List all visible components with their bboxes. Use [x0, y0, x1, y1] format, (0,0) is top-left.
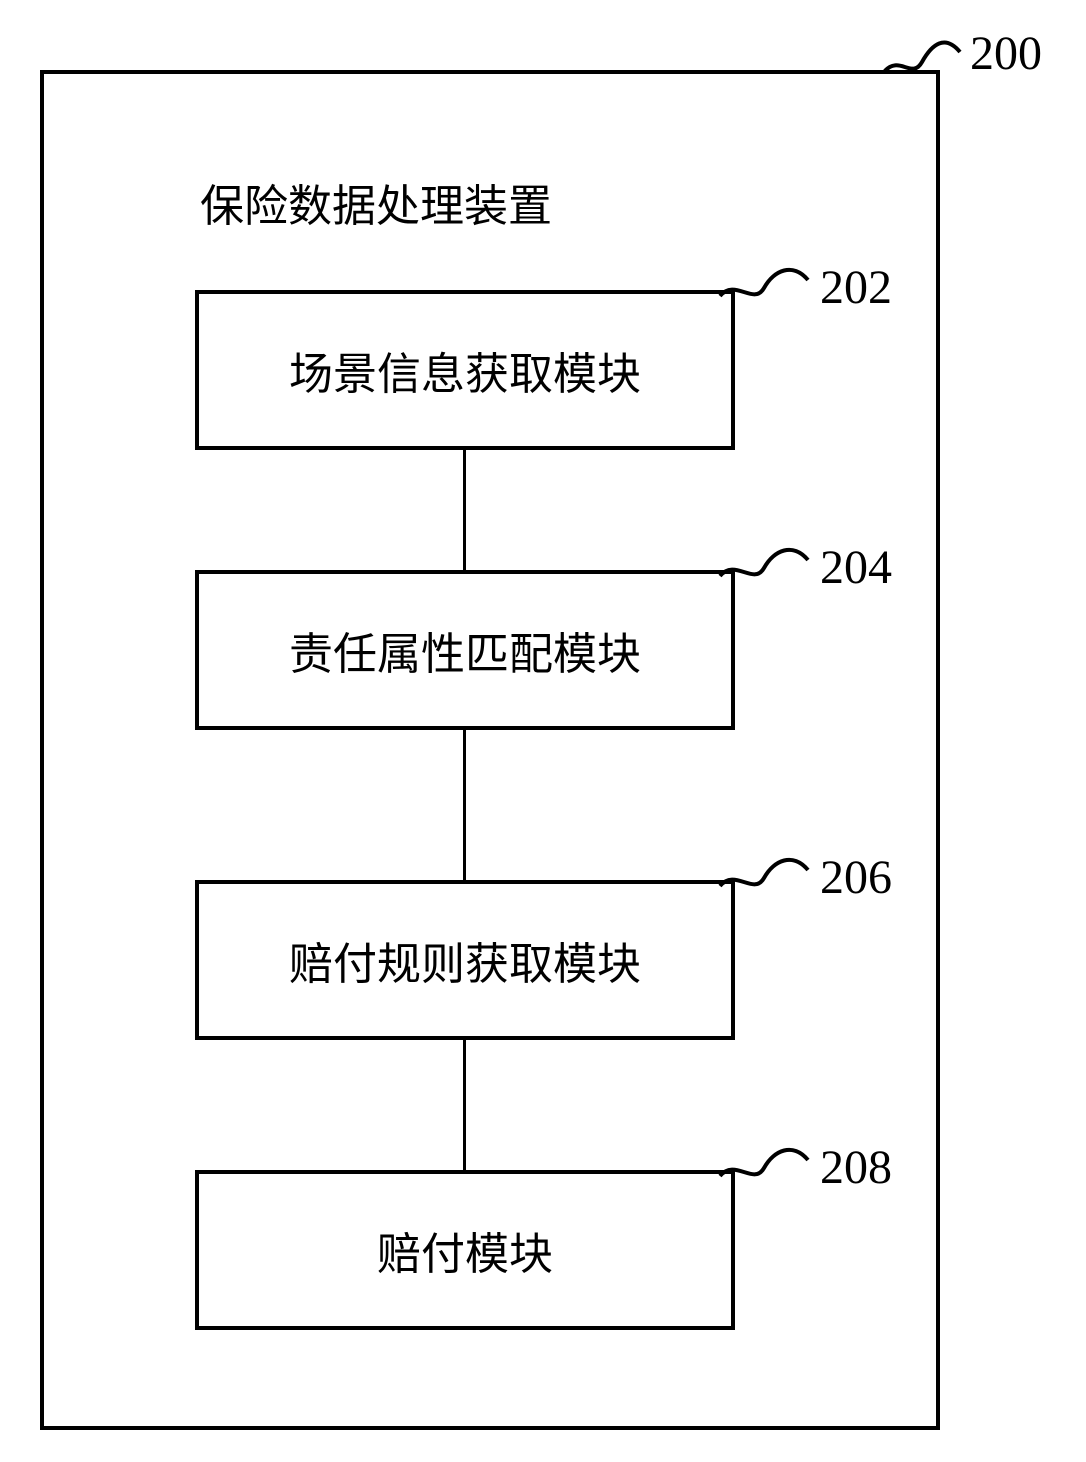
ref-number-204: 204: [820, 540, 892, 595]
connector-line: [463, 450, 466, 570]
module-box-liability-match: 责任属性匹配模块: [195, 570, 735, 730]
leader-line-202: [710, 220, 818, 326]
module-label: 赔付规则获取模块: [289, 928, 641, 992]
module-label: 赔付模块: [377, 1218, 553, 1282]
connector-line: [463, 1040, 466, 1170]
module-label: 场景信息获取模块: [289, 338, 641, 402]
leader-line-204: [710, 500, 818, 606]
connector-line: [463, 730, 466, 880]
ref-number-outer: 200: [970, 26, 1042, 81]
leader-line-206: [710, 810, 818, 916]
module-box-claim-rule: 赔付规则获取模块: [195, 880, 735, 1040]
module-label: 责任属性匹配模块: [289, 618, 641, 682]
leader-line-outer: [874, 0, 970, 102]
diagram-canvas: 保险数据处理装置 200 场景信息获取模块 202 责任属性匹配模块 204 赔…: [0, 0, 1086, 1462]
ref-number-208: 208: [820, 1140, 892, 1195]
ref-number-202: 202: [820, 260, 892, 315]
ref-number-206: 206: [820, 850, 892, 905]
diagram-title: 保险数据处理装置: [200, 170, 552, 234]
leader-line-208: [710, 1100, 818, 1206]
module-box-claim: 赔付模块: [195, 1170, 735, 1330]
module-box-scene-info: 场景信息获取模块: [195, 290, 735, 450]
